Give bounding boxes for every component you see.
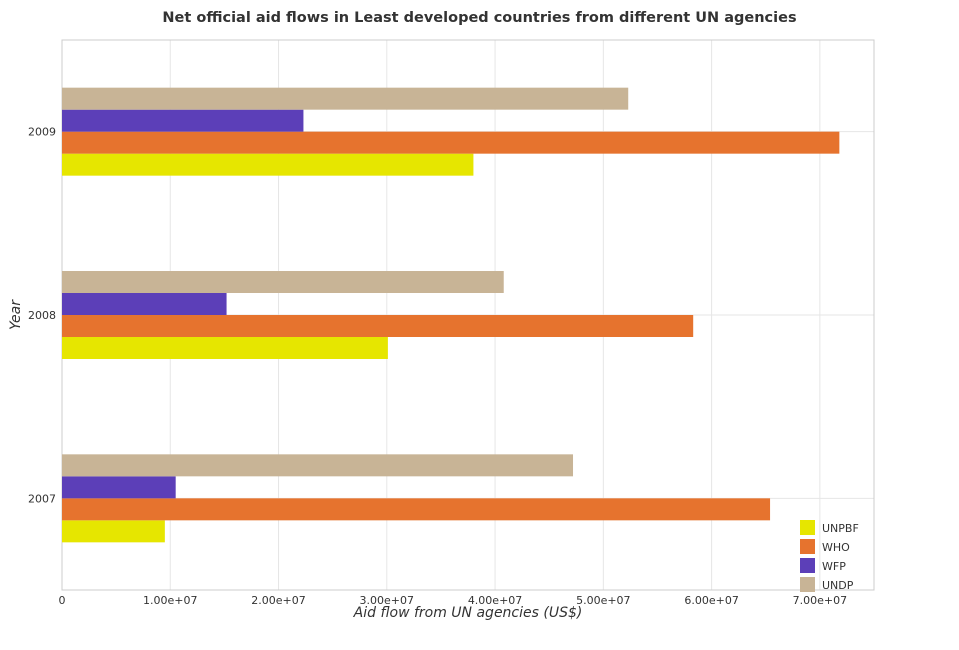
x-tick-label: 0	[59, 594, 66, 607]
x-tick-label: 4.00e+07	[468, 594, 522, 607]
bar-who-2008	[62, 315, 694, 337]
y-tick-label: 2008	[28, 309, 56, 322]
x-ticks-layer: 0 1.00e+07 2.00e+07 3.00e+07 4.00e+07 5.00e+0…	[59, 594, 848, 607]
bar-undp-2008	[62, 271, 504, 293]
legend: UNPBF WHO WFP UNDP	[800, 520, 859, 592]
x-tick-label: 6.00e+07	[684, 594, 738, 607]
bar-undp-2009	[62, 87, 629, 110]
x-tick-label: 7.00e+07	[793, 594, 847, 607]
x-tick-label: 1.00e+07	[143, 594, 197, 607]
bar-who-2007	[62, 498, 771, 521]
bar-wfp-2007	[62, 476, 176, 499]
legend-swatch-wfp	[800, 558, 815, 573]
legend-label-undp: UNDP	[822, 579, 854, 592]
y-tick-label: 2009	[28, 126, 56, 139]
bar-who-2009	[62, 131, 840, 154]
bars-layer	[62, 87, 840, 543]
bar-unpbf-2007	[62, 520, 165, 543]
bar-undp-2007	[62, 454, 574, 477]
y-tick-label: 2007	[28, 492, 56, 505]
bar-unpbf-2008	[62, 337, 388, 359]
legend-label-wfp: WFP	[822, 560, 846, 573]
legend-swatch-who	[800, 539, 815, 554]
y-axis-label: Year	[8, 299, 24, 330]
x-tick-label: 2.00e+07	[251, 594, 305, 607]
x-axis-label: Aid flow from UN agencies (US$)	[353, 605, 583, 621]
x-tick-label: 3.00e+07	[360, 594, 414, 607]
legend-label-unpbf: UNPBF	[822, 522, 859, 535]
bar-unpbf-2009	[62, 153, 474, 176]
x-tick-label: 5.00e+07	[576, 594, 630, 607]
bar-wfp-2009	[62, 109, 304, 132]
chart-title: Net official aid flows in Least develope…	[162, 10, 797, 26]
legend-swatch-undp	[800, 577, 815, 592]
legend-label-who: WHO	[822, 541, 850, 554]
bar-wfp-2008	[62, 293, 227, 315]
y-ticks-layer: 2007 2008 2009	[28, 126, 56, 506]
legend-swatch-unpbf	[800, 520, 815, 535]
